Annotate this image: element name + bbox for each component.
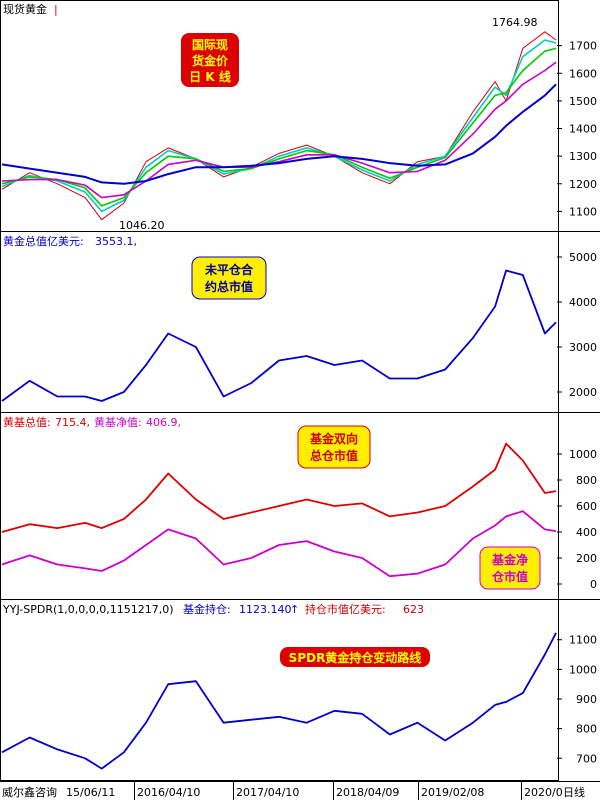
date-label: 2019/02/08 [421, 786, 484, 799]
etf-total-annotation: 基金双向 总仓市值 [297, 425, 371, 469]
y-tick-label: 900 [576, 693, 597, 706]
spdr-market-value-label: 持仓市值亿美元: [305, 602, 386, 616]
spdr-holding-value: 1123.140 [239, 603, 292, 616]
spdr-holdings-series-line [1, 632, 557, 770]
y-tick-label: 600 [576, 500, 597, 513]
spot-gold-y-axis: 1100 1200 1300 1400 1500 1600 1700 [557, 40, 597, 218]
etf-value-y-axis: 0 200 400 600 800 1000 [557, 448, 597, 591]
annotation-line-1: SPDR黄金持仓变动路线 [289, 650, 422, 665]
y-tick-label: 1400 [569, 123, 597, 136]
etf-value-lines [1, 442, 557, 578]
etf-total-label: 黄基总值: [3, 415, 51, 429]
plot-frame [0, 0, 559, 781]
footer-period: 日线 [563, 785, 585, 799]
etf-total-value: 715.4, [55, 416, 90, 429]
etf-value-series-total [1, 442, 557, 533]
y-tick-label: 1000 [569, 448, 597, 461]
etf-value-series-net [1, 510, 557, 578]
gold-total-value-y-axis: 2000 3000 4000 5000 [557, 251, 597, 399]
gold-total-value-value: 3553.1, [95, 235, 137, 248]
spot-gold-series-ma2 [1, 47, 557, 207]
y-tick-label: 1700 [569, 40, 597, 53]
annotation-line-3: 日 K 线 [189, 69, 231, 84]
gold-total-value-lines [1, 269, 557, 402]
date-label: 2016/04/10 [137, 786, 200, 799]
spdr-market-value: 623 [403, 603, 424, 616]
y-tick-label: 1300 [569, 150, 597, 163]
annotation-line-1: 国际现 [192, 38, 228, 52]
panel-frames [0, 0, 600, 782]
date-axis: 威尔鑫咨询 15/06/11 2016/04/10 2017/04/10 201… [2, 782, 585, 800]
footer-source: 威尔鑫咨询 [2, 785, 57, 799]
y-tick-label: 4000 [569, 296, 597, 309]
y-tick-label: 2000 [569, 386, 597, 399]
y-tick-label: 1100 [569, 205, 597, 218]
etf-net-annotation: 基金净 仓市值 [479, 546, 541, 590]
spdr-up-arrow: ↑ [290, 603, 299, 616]
annotation-line-1: 未平仓合 [204, 262, 254, 277]
y-tick-label: 700 [576, 752, 597, 765]
date-label: 2018/04/09 [336, 786, 399, 799]
y-tick-label: 1500 [569, 95, 597, 108]
y-tick-label: 1000 [569, 663, 597, 676]
etf-net-value: 406.9, [146, 416, 181, 429]
y-tick-label: 1600 [569, 67, 597, 80]
y-tick-label: 200 [576, 552, 597, 565]
y-tick-label: 5000 [569, 251, 597, 264]
y-tick-label: 3000 [569, 341, 597, 354]
annotation-line-2: 货金价 [192, 53, 229, 68]
spot-gold-series-ma3 [1, 61, 557, 199]
spdr-holding-label: 基金持仓: [183, 602, 231, 616]
annotation-line-1: 基金净 [491, 552, 528, 567]
annotation-line-2: 仓市值 [491, 569, 528, 584]
y-tick-label: 800 [576, 474, 597, 487]
spot-gold-series-ma4 [1, 83, 557, 185]
annotation-line-2: 约总市值 [205, 279, 253, 294]
annotation-line-1: 基金双向 [309, 431, 358, 446]
date-label: 2017/04/10 [236, 786, 299, 799]
y-tick-label: 0 [590, 578, 597, 591]
spdr-holdings-y-axis: 700 800 900 1000 1100 [557, 634, 597, 765]
spot-gold-series-price [1, 31, 557, 221]
y-tick-label: 1200 [569, 178, 597, 191]
y-tick-label: 400 [576, 526, 597, 539]
spot-gold-series-ma1 [1, 39, 557, 213]
min-price-label: 1046.20 [119, 219, 165, 232]
y-tick-label: 1100 [569, 634, 597, 647]
spot-gold-annotation: 国际现 货金价 日 K 线 [181, 33, 239, 87]
spdr-annotation: SPDR黄金持仓变动路线 [280, 647, 430, 667]
spdr-indicator: YYJ-SPDR(1,0,0,0,0,1151217,0) [2, 603, 174, 616]
date-label: 2020/0 [524, 786, 563, 799]
y-tick-label: 800 [576, 723, 597, 736]
spdr-holdings-lines [1, 632, 557, 770]
footer-start-date: 15/06/11 [66, 786, 115, 799]
gold-total-value-annotation: 未平仓合 约总市值 [191, 256, 267, 300]
spot-gold-title-suffix: | [54, 3, 58, 16]
etf-net-label: 黄基净值: [94, 415, 142, 429]
spot-gold-lines [1, 31, 557, 221]
gold-total-value-series-line [1, 269, 557, 402]
gold-total-value-label: 黄金总值亿美元: [3, 234, 84, 248]
annotation-line-2: 总仓市值 [310, 448, 358, 463]
max-price-label: 1764.98 [492, 16, 538, 29]
spot-gold-title: 现货黄金 [3, 2, 47, 16]
